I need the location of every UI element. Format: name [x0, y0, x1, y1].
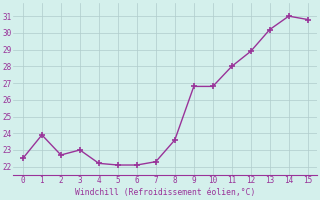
- X-axis label: Windchill (Refroidissement éolien,°C): Windchill (Refroidissement éolien,°C): [75, 188, 255, 197]
